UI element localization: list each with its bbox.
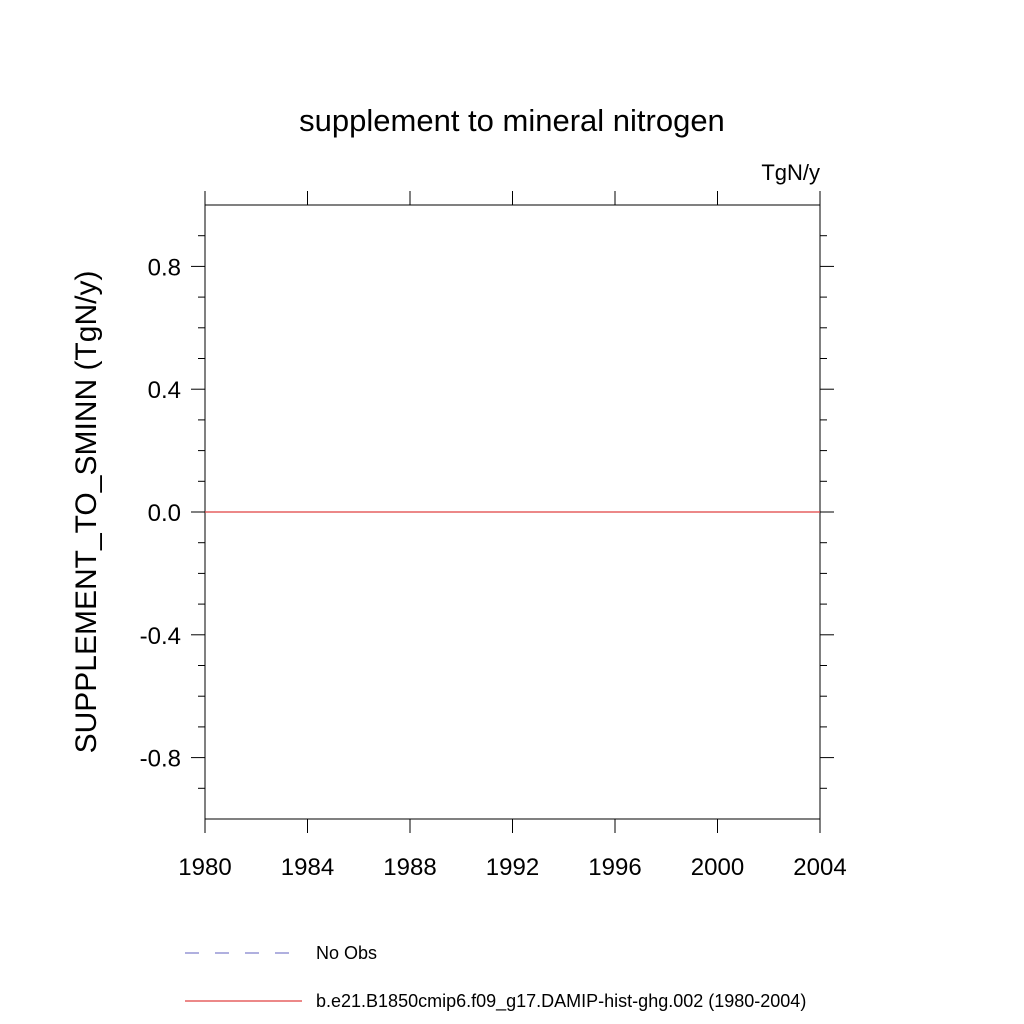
x-tick-label: 1996 — [588, 854, 641, 881]
legend-label: No Obs — [316, 943, 377, 963]
x-tick-label: 2004 — [793, 854, 846, 881]
x-tick-label: 1992 — [486, 854, 539, 881]
legend-label: b.e21.B1850cmip6.f09_g17.DAMIP-hist-ghg.… — [316, 991, 806, 1012]
y-tick-label: 0.8 — [148, 254, 181, 281]
x-tick-label: 1988 — [383, 854, 436, 881]
axes-layer: 1980 1984 1988 1992 1996 2000 2004 -0.8 -0.4 0.0 0… — [140, 191, 847, 881]
x-tick-label: 2000 — [691, 854, 744, 881]
legend: No Obs b.e21.B1850cmip6.f09_g17.DAMIP-his… — [185, 943, 806, 1012]
x-tick-label: 1980 — [178, 854, 231, 881]
x-tick-label: 1984 — [281, 854, 334, 881]
y-tick-label: 0.4 — [148, 377, 181, 404]
y-tick-label: -0.8 — [140, 746, 181, 773]
chart-title: supplement to mineral nitrogen — [299, 103, 725, 138]
y-axis-label: SUPPLEMENT_TO_SMINN (TgN/y) — [70, 271, 103, 754]
units-label: TgN/y — [761, 160, 820, 185]
y-tick-label: -0.4 — [140, 623, 181, 650]
y-tick-label: 0.0 — [148, 500, 181, 527]
